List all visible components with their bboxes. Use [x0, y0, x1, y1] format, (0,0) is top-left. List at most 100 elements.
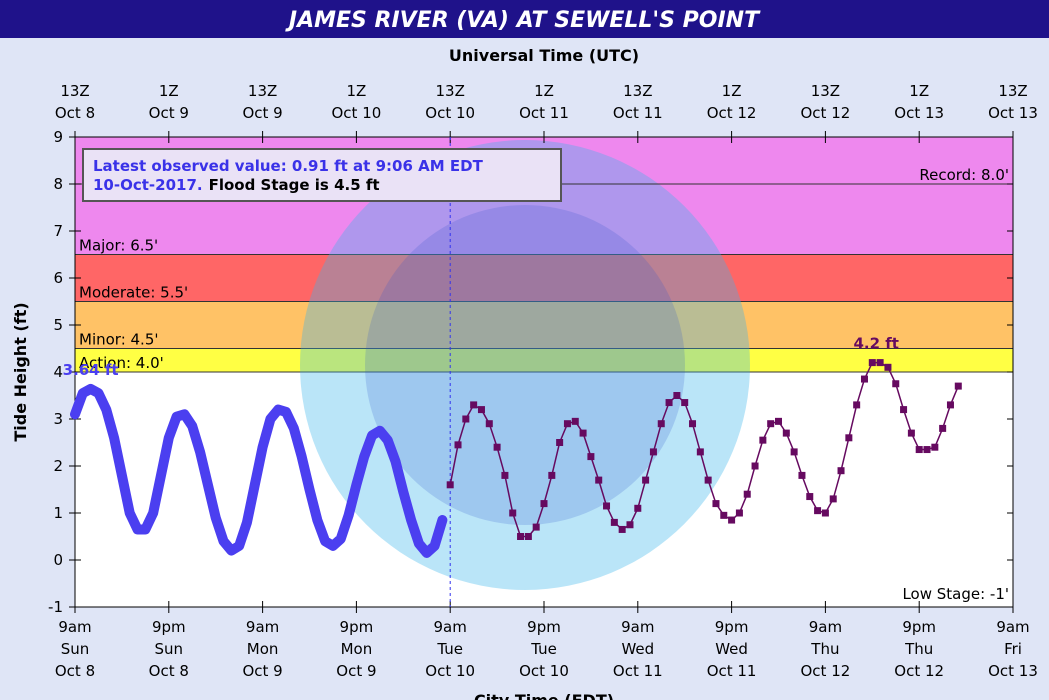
forecast-point [579, 429, 587, 437]
forecast-point [868, 359, 876, 367]
forecast-point [845, 434, 853, 442]
x2-tick-label: 13Z Oct 12 [801, 82, 851, 122]
forecast-point [524, 533, 532, 540]
forecast-point [696, 448, 704, 456]
forecast-point [689, 420, 697, 428]
forecast-point [563, 420, 571, 428]
y-tick-label: 5 [53, 316, 63, 334]
forecast-point [814, 507, 822, 515]
forecast-point [712, 500, 720, 508]
x-tick-label: 9am Fri Oct 13 [988, 618, 1038, 680]
forecast-point [649, 448, 657, 456]
annotation: 3.64 ft [63, 361, 119, 379]
y-tick-label: 6 [53, 269, 63, 287]
y-tick-label: 2 [53, 457, 63, 475]
forecast-point [767, 420, 775, 428]
forecast-point [735, 509, 743, 517]
record-label: Record: 8.0' [919, 166, 1009, 184]
info-date: 10-Oct-2017. [93, 176, 203, 194]
y-tick-label: 0 [53, 551, 63, 569]
forecast-point [923, 446, 931, 454]
x2-axis-label: Universal Time (UTC) [449, 46, 639, 65]
x2-tick-label: 13Z Oct 9 [242, 82, 282, 122]
x-tick-label: 9pm Wed Oct 11 [707, 618, 757, 680]
forecast-point [853, 401, 861, 409]
x2-tick-label: 13Z Oct 8 [55, 82, 95, 122]
forecast-point [673, 392, 681, 399]
y-tick-label: 7 [53, 222, 63, 240]
stage-band [75, 348, 1013, 372]
forecast-point [626, 521, 634, 529]
forecast-point [907, 429, 915, 437]
x-tick-label: 9am Tue Oct 10 [425, 618, 475, 680]
forecast-point [454, 441, 462, 449]
info-flood: Flood Stage is 4.5 ft [209, 176, 380, 194]
x2-tick-label: 1Z Oct 13 [894, 82, 944, 122]
forecast-point [759, 436, 767, 444]
forecast-point [485, 420, 493, 428]
plot-frame [74, 136, 1014, 608]
forecast-point [657, 420, 665, 428]
x2-tick-label: 1Z Oct 11 [519, 82, 569, 122]
x2-tick-label: 13Z Oct 10 [425, 82, 475, 122]
forecast-point [642, 476, 650, 484]
forecast-point [806, 493, 814, 501]
chart-title: JAMES RIVER (VA) AT SEWELL'S POINT [285, 8, 761, 33]
x2-tick-label: 1Z Oct 12 [707, 82, 757, 122]
forecast-point [556, 439, 564, 446]
low-stage-label: Low Stage: -1' [902, 585, 1009, 603]
stage-label: Moderate: 5.5' [79, 284, 188, 302]
x-tick-label: 9am Sun Oct 8 [55, 618, 95, 680]
y-tick-label: 8 [53, 175, 63, 193]
forecast-point [477, 406, 485, 414]
x-tick-label: 9pm Tue Oct 10 [519, 618, 569, 680]
stage-label: Action: 4.0' [79, 354, 164, 372]
title-bar [0, 0, 1049, 38]
forecast-point [946, 401, 954, 409]
forecast-point [915, 446, 923, 454]
stage-band [75, 254, 1013, 302]
x-tick-label: 9pm Mon Oct 9 [336, 618, 376, 680]
info-line: 10-Oct-2017. Flood Stage is 4.5 ft [93, 176, 380, 194]
watermark [300, 140, 750, 590]
forecast-point [462, 415, 470, 423]
forecast-point [954, 382, 962, 390]
forecast-point [821, 509, 829, 517]
forecast-point [798, 471, 806, 479]
forecast-point [532, 523, 540, 531]
info-box [82, 148, 562, 202]
stage-band [75, 301, 1013, 349]
y-tick-label: 9 [53, 128, 63, 146]
forecast-point [548, 471, 556, 479]
forecast-point [876, 359, 884, 367]
forecast-point [509, 509, 517, 517]
forecast-point [900, 406, 908, 414]
forecast-point [728, 516, 736, 524]
y-tick-label: -1 [48, 598, 63, 616]
forecast-point [775, 417, 782, 425]
x2-tick-label: 13Z Oct 13 [988, 82, 1038, 122]
y-axis-label: Tide Height (ft) [11, 302, 30, 441]
x-axis-label: City Time (EDT) [474, 691, 614, 700]
forecast-point [446, 481, 454, 489]
forecast-point [501, 471, 509, 479]
stage-label: Minor: 4.5' [79, 331, 159, 349]
stage-label: Major: 6.5' [79, 237, 158, 255]
forecast-point [704, 476, 712, 484]
forecast-point [829, 495, 837, 503]
y-tick-label: 4 [53, 363, 63, 381]
forecast-point [493, 443, 501, 451]
forecast-point [790, 448, 798, 456]
forecast-point [884, 363, 892, 371]
x-tick-label: 9am Wed Oct 11 [613, 618, 663, 680]
forecast-point [470, 401, 478, 409]
forecast-point [939, 424, 947, 432]
x-tick-label: 9am Thu Oct 12 [801, 618, 851, 680]
x-tick-label: 9pm Thu Oct 12 [894, 618, 944, 680]
annotation: 4.2 ft [853, 335, 899, 353]
forecast-point [681, 399, 689, 407]
forecast-point [782, 429, 790, 437]
forecast-point [751, 462, 759, 470]
forecast-point [603, 502, 611, 510]
